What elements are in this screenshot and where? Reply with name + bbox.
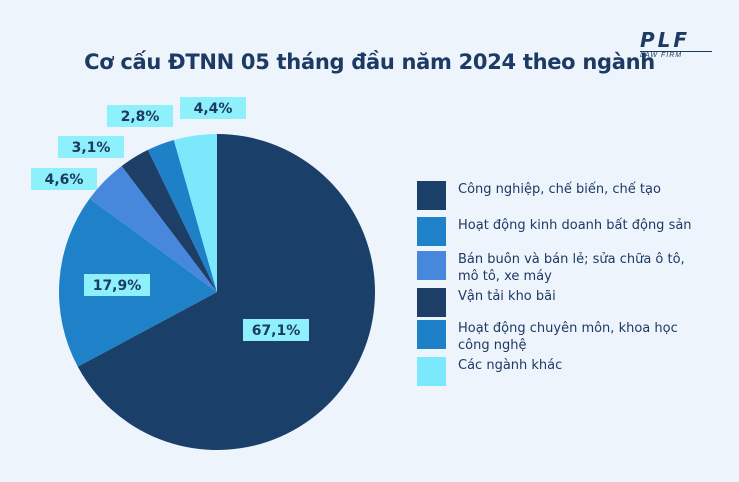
legend-item: Các ngành khác: [417, 357, 698, 386]
data-label-bg: [58, 136, 124, 158]
data-label: 67,1%: [243, 319, 309, 341]
legend-swatch: [417, 357, 446, 386]
legend-swatch: [417, 181, 446, 210]
pie-slice: [173, 134, 217, 292]
data-label-text: 67,1%: [252, 323, 301, 339]
legend-item: Bán buôn và bán lẻ; sửa chữa ô tô, mô tô…: [417, 251, 698, 285]
legend-swatch: [417, 217, 446, 246]
data-label-bg: [107, 105, 173, 127]
data-label-text: 2,8%: [121, 109, 160, 125]
data-label-bg: [84, 274, 150, 296]
data-label: 17,9%: [84, 274, 150, 296]
data-label-bg: [243, 319, 309, 341]
legend-item: Hoạt động kinh doanh bất động sản: [417, 217, 698, 246]
pie-slice: [89, 166, 217, 292]
data-label-text: 17,9%: [93, 278, 142, 294]
legend-label: Vận tải kho bãi: [458, 289, 556, 304]
legend-label: Các ngành khác: [458, 358, 563, 373]
legend-label: Bán buôn và bán lẻ; sửa chữa ô tô, mô tô…: [458, 252, 685, 284]
legend-swatch: [417, 288, 446, 317]
legend-label: Hoạt động chuyên môn, khoa học công nghệ: [458, 321, 678, 353]
data-label: 4,4%: [180, 97, 246, 119]
data-label-text: 3,1%: [72, 140, 111, 156]
data-label-bg: [180, 97, 246, 119]
data-label: 3,1%: [58, 136, 124, 158]
logo-subtitle: LAW FIRM: [640, 51, 712, 60]
pie-slice: [77, 134, 375, 450]
legend-label: Hoạt động kinh doanh bất động sản: [458, 218, 692, 233]
legend-item: Vận tải kho bãi: [417, 288, 698, 317]
data-label: 2,8%: [107, 105, 173, 127]
data-label-text: 4,6%: [45, 172, 84, 188]
legend-item: Công nghiệp, chế biến, chế tạo: [417, 181, 698, 210]
pie-slice: [147, 140, 217, 292]
legend-item: Hoạt động chuyên môn, khoa học công nghệ: [417, 320, 698, 354]
plf-logo: PLF LAW FIRM: [640, 28, 720, 59]
logo-mark: PLF: [640, 28, 691, 52]
chart-title: Cơ cấu ĐTNN 05 tháng đầu năm 2024 theo n…: [84, 50, 655, 74]
legend-label: Công nghiệp, chế biến, chế tạo: [458, 182, 661, 197]
data-label-text: 4,4%: [194, 101, 233, 117]
data-label-bg: [31, 168, 97, 190]
data-label: 4,6%: [31, 168, 97, 190]
pie-slice: [121, 149, 217, 292]
legend-swatch: [417, 251, 446, 280]
legend-swatch: [417, 320, 446, 349]
